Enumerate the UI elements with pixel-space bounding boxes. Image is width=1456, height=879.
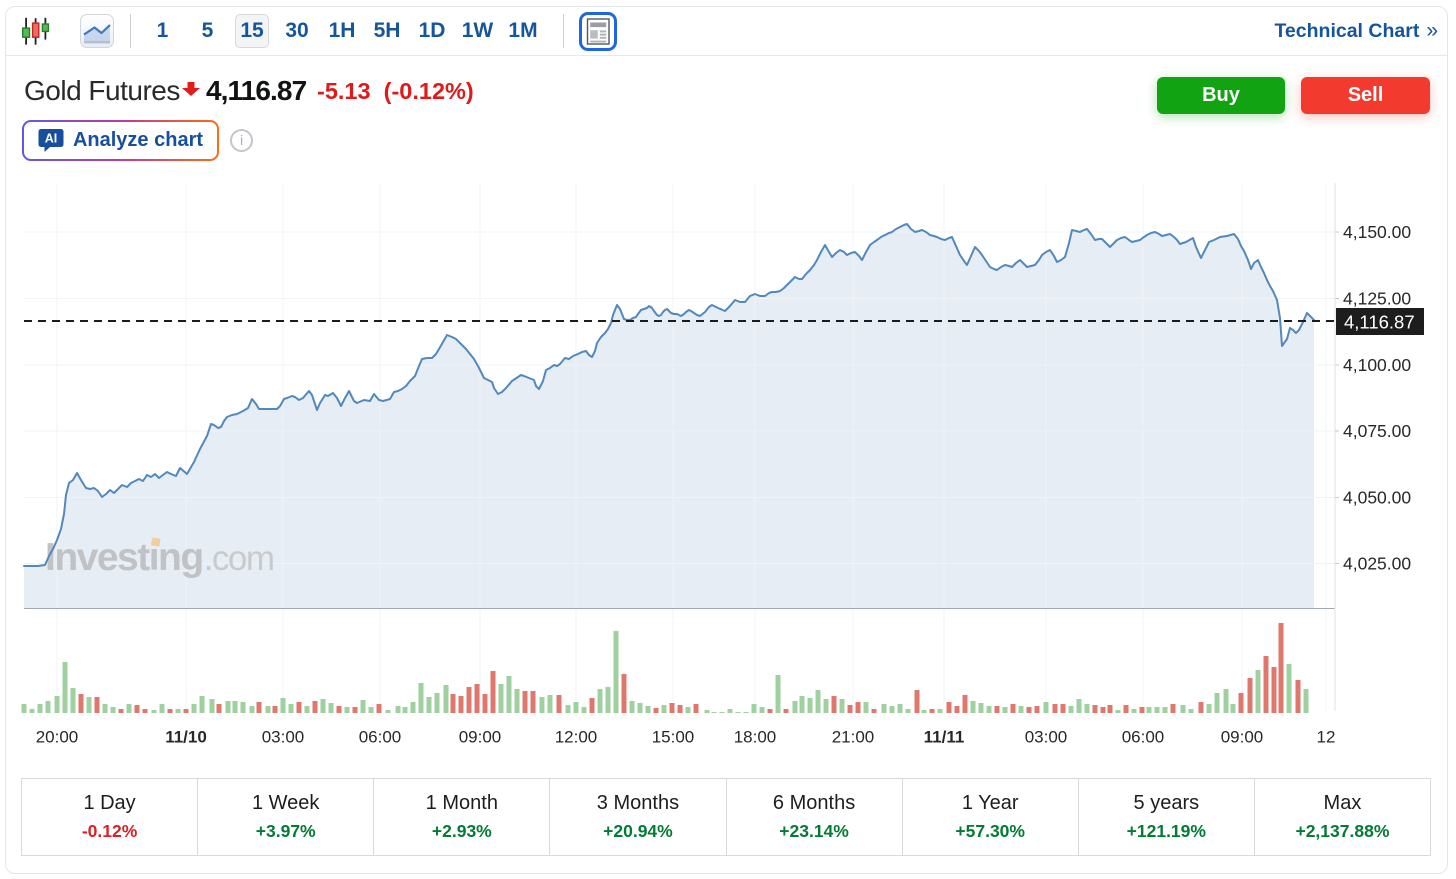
svg-text:AI: AI xyxy=(45,132,58,146)
